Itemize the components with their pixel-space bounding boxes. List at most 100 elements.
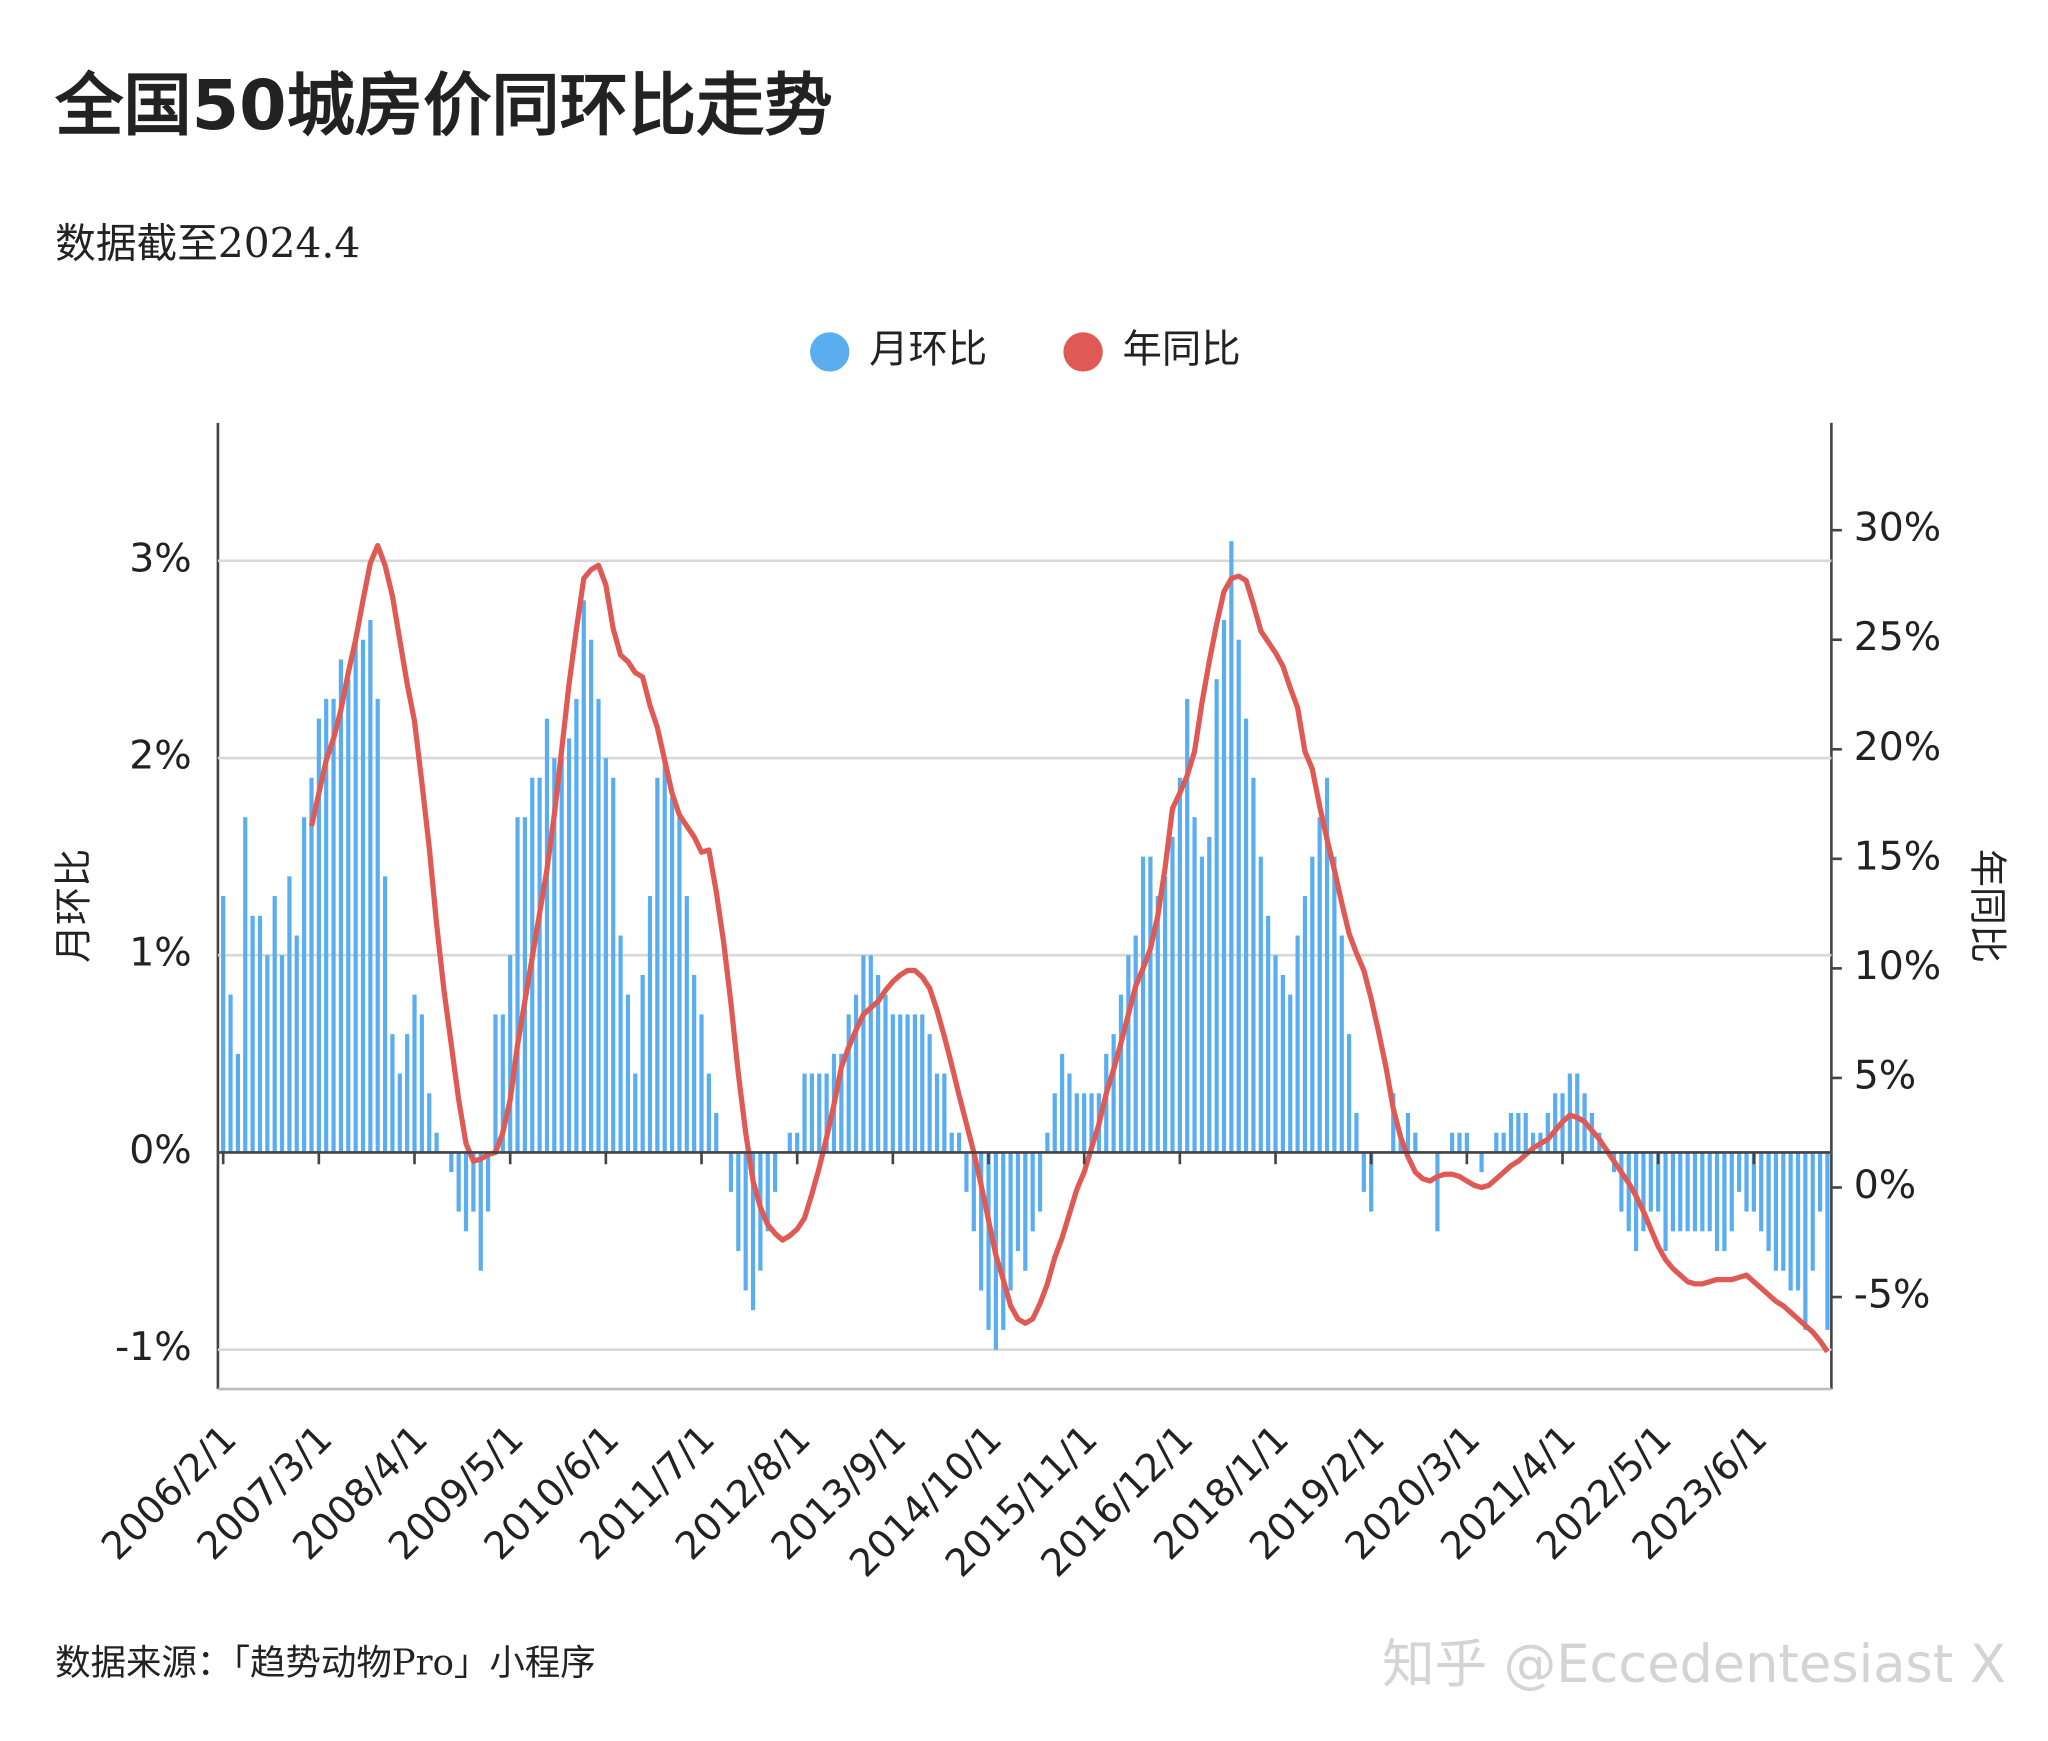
- bar: [360, 639, 366, 1153]
- bar: [839, 1053, 844, 1153]
- bar: [1744, 1152, 1749, 1212]
- bar: [979, 1152, 984, 1291]
- bar: [1722, 1152, 1727, 1252]
- bar: [228, 994, 233, 1153]
- bar: [986, 1152, 991, 1330]
- y-tick-label: 3%: [129, 535, 191, 581]
- bar: [1266, 915, 1271, 1153]
- bar: [544, 718, 550, 1153]
- bar: [1501, 1132, 1506, 1153]
- bar: [611, 777, 616, 1153]
- bar: [1685, 1152, 1690, 1232]
- legend-label: 月环比: [869, 326, 987, 372]
- bar: [927, 1034, 932, 1153]
- bar: [1553, 1093, 1558, 1153]
- bar: [1347, 1034, 1352, 1153]
- bar: [559, 758, 564, 1153]
- bar: [1413, 1132, 1418, 1153]
- bar: [405, 1034, 410, 1153]
- bar: [1170, 836, 1175, 1153]
- bar: [728, 1152, 734, 1192]
- bar: [589, 639, 594, 1153]
- bar: [890, 1014, 895, 1153]
- bar: [1508, 1112, 1514, 1153]
- bar: [316, 718, 321, 1153]
- bar: [1037, 1152, 1043, 1212]
- bar: [1759, 1152, 1764, 1232]
- chart-title: 全国50城房价同环比走势: [54, 67, 832, 146]
- bar: [382, 876, 388, 1153]
- bar: [743, 1152, 748, 1291]
- bar: [883, 994, 888, 1153]
- bar: [346, 679, 351, 1153]
- bar: [1435, 1152, 1440, 1232]
- bar: [1663, 1152, 1668, 1252]
- bar: [1626, 1152, 1631, 1232]
- bar: [817, 1073, 822, 1153]
- source-note: 数据来源：「趋势动物Pro」小程序: [55, 1642, 596, 1683]
- bar: [809, 1073, 815, 1153]
- bar: [647, 896, 653, 1153]
- bar: [279, 955, 285, 1153]
- y-tick-label: 1%: [129, 930, 191, 976]
- bar: [1788, 1152, 1793, 1291]
- bar: [1810, 1152, 1815, 1271]
- bar: [1545, 1112, 1550, 1153]
- y2-tick-label: 25%: [1854, 614, 1942, 660]
- bar: [522, 817, 527, 1153]
- bar: [1656, 1152, 1661, 1212]
- bar: [434, 1132, 439, 1153]
- bar: [1369, 1152, 1374, 1212]
- bar: [1332, 856, 1337, 1153]
- bar: [1118, 994, 1124, 1153]
- bar: [493, 1014, 498, 1153]
- bar: [1817, 1152, 1823, 1212]
- bar: [412, 994, 417, 1153]
- bar: [1523, 1112, 1528, 1153]
- bar: [1361, 1152, 1366, 1192]
- bar: [1354, 1112, 1359, 1153]
- bar: [427, 1093, 432, 1153]
- y-axis-label: 月环比: [52, 849, 96, 963]
- bar: [478, 1152, 483, 1271]
- watermark: 知乎 @Eccedentesiast X: [1382, 1634, 2006, 1695]
- bar: [787, 1132, 792, 1153]
- y2-tick-label: 30%: [1854, 505, 1942, 551]
- bar: [640, 974, 645, 1153]
- bar: [508, 955, 513, 1153]
- bar: [1001, 1152, 1006, 1330]
- bar: [964, 1152, 969, 1192]
- bar: [397, 1073, 402, 1153]
- bar: [1825, 1152, 1830, 1330]
- bar: [1089, 1093, 1094, 1153]
- y2-tick-label: 20%: [1854, 724, 1942, 770]
- y2-tick-label: 5%: [1854, 1052, 1916, 1098]
- bar: [846, 1014, 851, 1153]
- bar: [920, 1014, 925, 1153]
- bar: [1670, 1152, 1676, 1232]
- bar: [1737, 1152, 1742, 1192]
- bar: [257, 915, 263, 1153]
- bar: [736, 1152, 741, 1252]
- bar: [1074, 1093, 1079, 1153]
- bar: [1479, 1152, 1484, 1173]
- bar: [390, 1034, 395, 1153]
- bar: [603, 758, 608, 1153]
- bar: [1030, 1152, 1035, 1232]
- bar: [353, 639, 358, 1153]
- bar: [1324, 777, 1330, 1153]
- bar: [1133, 935, 1138, 1153]
- bar: [1067, 1073, 1072, 1153]
- bar: [1457, 1132, 1462, 1153]
- bar: [699, 1014, 704, 1153]
- bar: [655, 777, 660, 1153]
- y-tick-label: 2%: [129, 733, 191, 779]
- bar: [515, 817, 520, 1153]
- bar: [1803, 1152, 1808, 1330]
- bar: [537, 777, 542, 1153]
- bar: [294, 935, 299, 1153]
- bar: [1310, 856, 1315, 1153]
- bar: [302, 817, 307, 1153]
- bar: [633, 1073, 638, 1153]
- bar: [1185, 698, 1190, 1153]
